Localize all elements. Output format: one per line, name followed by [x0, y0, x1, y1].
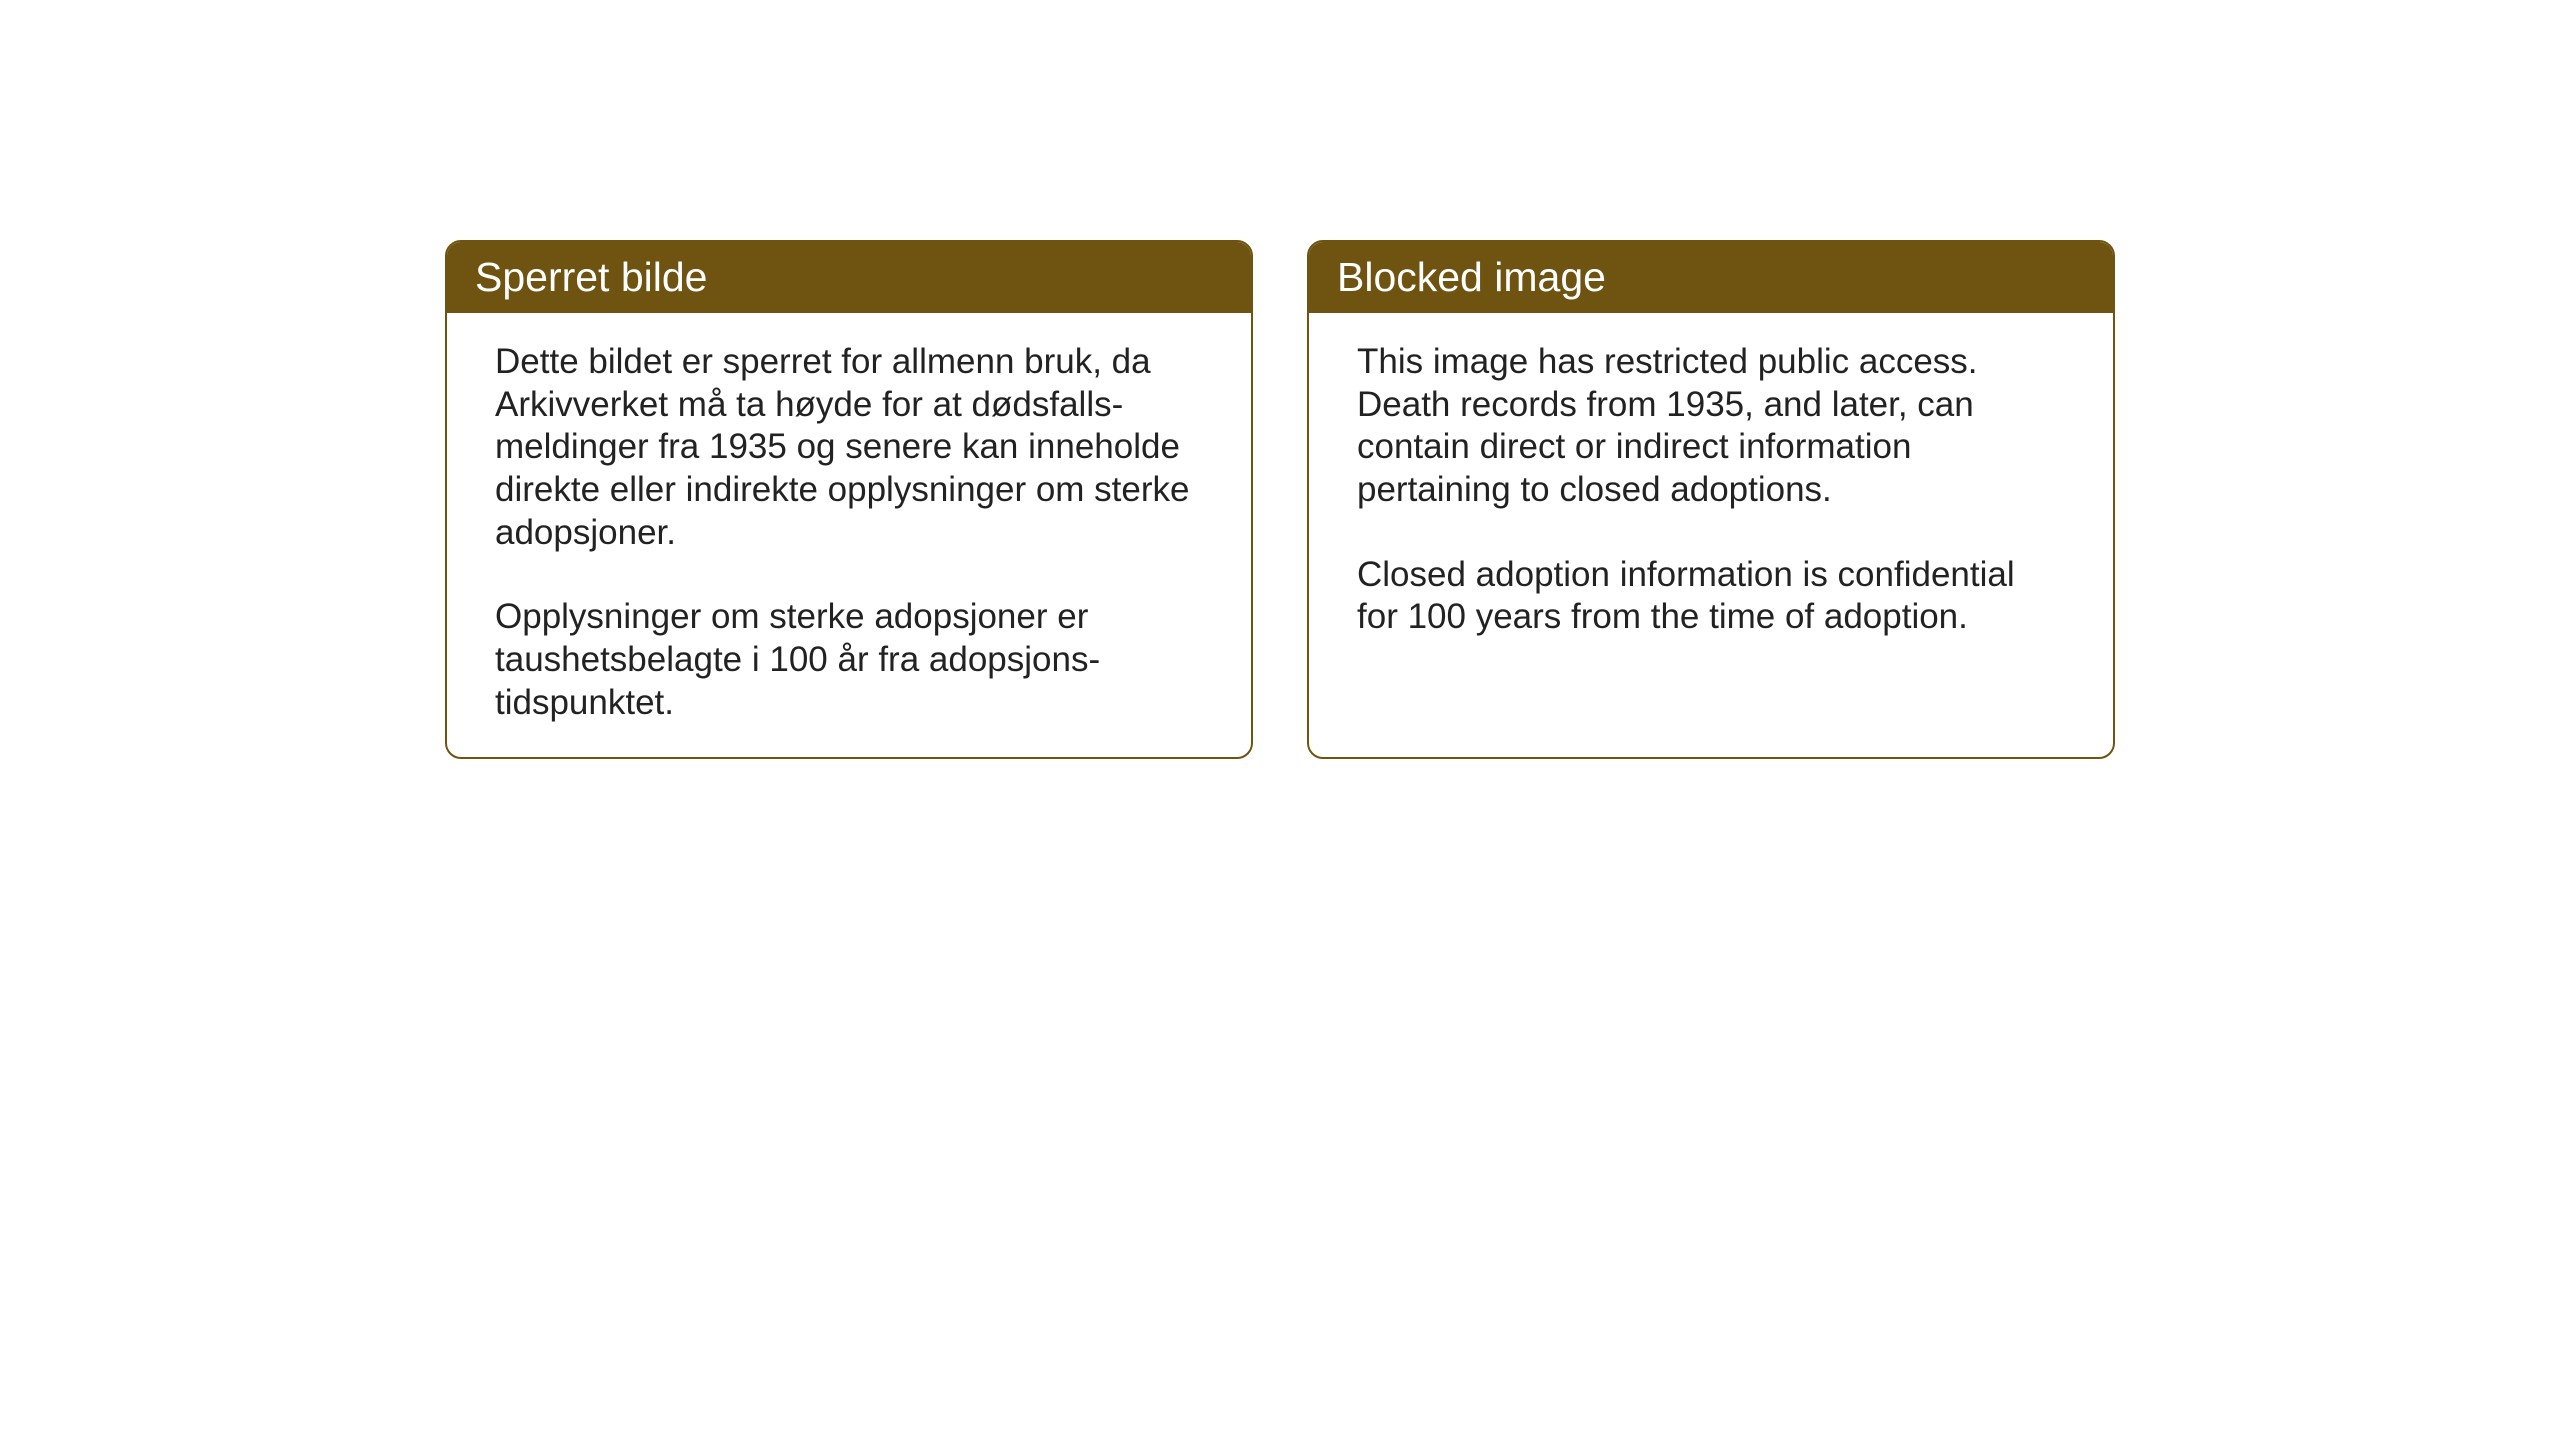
card-english: Blocked image This image has restricted … — [1307, 240, 2115, 759]
card-norwegian-body: Dette bildet er sperret for allmenn bruk… — [447, 313, 1251, 757]
card-norwegian-paragraph-2: Opplysninger om sterke adopsjoner er tau… — [495, 596, 1203, 724]
card-norwegian: Sperret bilde Dette bildet er sperret fo… — [445, 240, 1253, 759]
card-english-paragraph-1: This image has restricted public access.… — [1357, 341, 2065, 512]
card-english-paragraph-2: Closed adoption information is confident… — [1357, 554, 2065, 639]
card-english-body: This image has restricted public access.… — [1309, 313, 2113, 753]
cards-container: Sperret bilde Dette bildet er sperret fo… — [0, 0, 2560, 759]
card-norwegian-paragraph-1: Dette bildet er sperret for allmenn bruk… — [495, 341, 1203, 554]
card-norwegian-header: Sperret bilde — [447, 242, 1251, 313]
card-english-header: Blocked image — [1309, 242, 2113, 313]
